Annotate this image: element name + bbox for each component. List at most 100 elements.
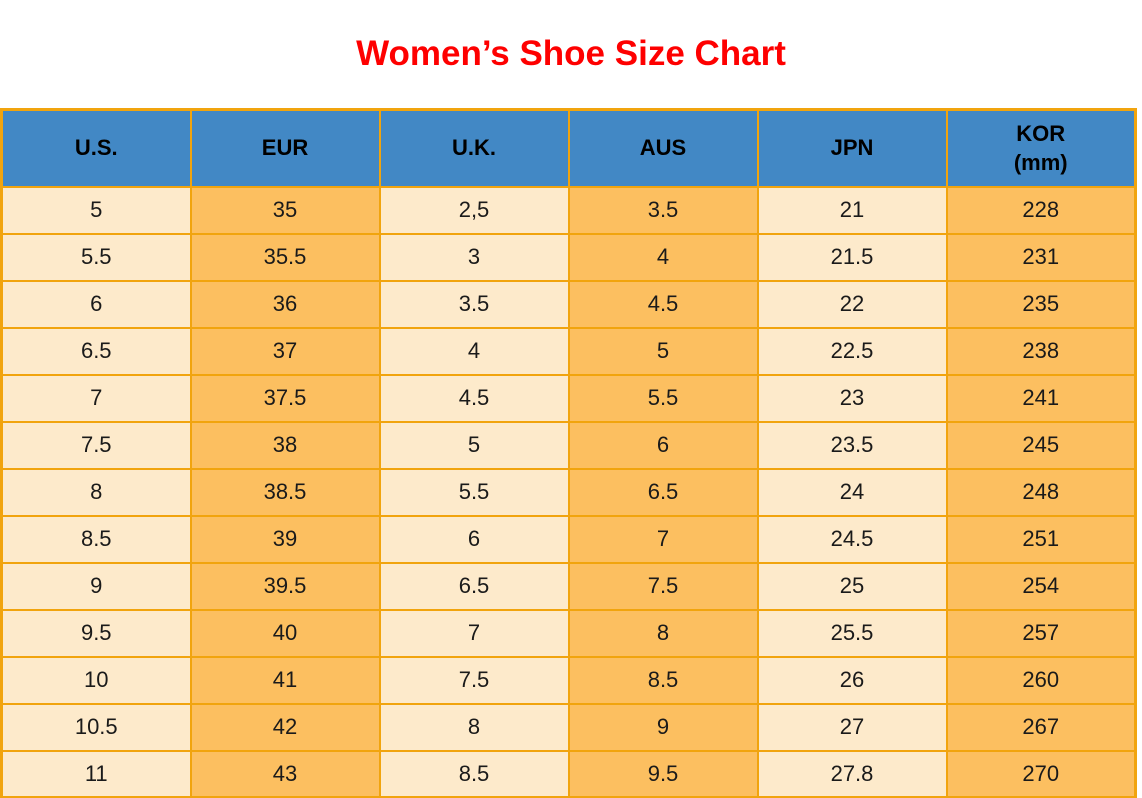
table-cell: 7 (378, 608, 570, 658)
column-header-label: JPN (830, 135, 874, 161)
column-header-aus: AUS (567, 108, 759, 188)
table-cell: 9.5 (567, 749, 759, 798)
table-cell: 270 (945, 749, 1137, 798)
table-cell: 37.5 (189, 373, 381, 423)
table-cell: 41 (189, 655, 381, 705)
table-cell: 241 (945, 373, 1137, 423)
column-header-kor: KOR (mm) (945, 108, 1137, 188)
table-cell: 11 (0, 749, 192, 798)
table-cell: 228 (945, 185, 1137, 235)
table-cell: 25 (756, 561, 948, 611)
table-cell: 4.5 (567, 279, 759, 329)
table-cell: 5 (378, 420, 570, 470)
table-cell: 257 (945, 608, 1137, 658)
table-row: 7.5 38 5 6 23.5 245 (0, 420, 1137, 470)
table-cell: 39 (189, 514, 381, 564)
table-cell: 7.5 (378, 655, 570, 705)
table-cell: 245 (945, 420, 1137, 470)
table-body: 5 35 2,5 3.5 21 228 5.5 35.5 3 4 21.5 231 6 36 3.5 4.5 2… (0, 185, 1137, 798)
table-cell: 36 (189, 279, 381, 329)
table-row: 6 36 3.5 4.5 22 235 (0, 279, 1137, 329)
table-cell: 8.5 (378, 749, 570, 798)
table-row: 11 43 8.5 9.5 27.8 270 (0, 749, 1137, 798)
table-cell: 6.5 (378, 561, 570, 611)
table-cell: 22.5 (756, 326, 948, 376)
column-header-label: EUR (261, 135, 309, 161)
table-cell: 2,5 (378, 185, 570, 235)
table-cell: 8.5 (567, 655, 759, 705)
table-cell: 3 (378, 232, 570, 282)
table-cell: 24 (756, 467, 948, 517)
table-cell: 8 (378, 702, 570, 752)
table-cell: 35.5 (189, 232, 381, 282)
table-cell: 42 (189, 702, 381, 752)
table-cell: 7 (567, 514, 759, 564)
table-cell: 5 (567, 326, 759, 376)
table-cell: 27.8 (756, 749, 948, 798)
table-cell: 9 (567, 702, 759, 752)
table-cell: 3.5 (378, 279, 570, 329)
table-cell: 248 (945, 467, 1137, 517)
table-row: 9 39.5 6.5 7.5 25 254 (0, 561, 1137, 611)
table-row: 6.5 37 4 5 22.5 238 (0, 326, 1137, 376)
table-cell: 6 (0, 279, 192, 329)
table-cell: 40 (189, 608, 381, 658)
column-header-label: KOR (1016, 120, 1066, 146)
page-title: Women’s Shoe Size Chart (356, 34, 786, 73)
table-cell: 5.5 (567, 373, 759, 423)
table-cell: 8 (567, 608, 759, 658)
table-row: 5 35 2,5 3.5 21 228 (0, 185, 1137, 235)
table-cell: 251 (945, 514, 1137, 564)
table-cell: 21 (756, 185, 948, 235)
table-cell: 8.5 (0, 514, 192, 564)
table-row: 5.5 35.5 3 4 21.5 231 (0, 232, 1137, 282)
column-header-uk: U.K. (378, 108, 570, 188)
table-cell: 7.5 (0, 420, 192, 470)
table-cell: 4 (378, 326, 570, 376)
column-header-us: U.S. (0, 108, 192, 188)
table-cell: 6.5 (567, 467, 759, 517)
table-cell: 38 (189, 420, 381, 470)
table-cell: 35 (189, 185, 381, 235)
table-cell: 5.5 (378, 467, 570, 517)
column-header-eur: EUR (189, 108, 381, 188)
table-cell: 21.5 (756, 232, 948, 282)
table-cell: 9.5 (0, 608, 192, 658)
column-header-label: U.K. (452, 135, 496, 161)
table-cell: 6 (378, 514, 570, 564)
title-bar: Women’s Shoe Size Chart (0, 0, 1142, 108)
table-cell: 235 (945, 279, 1137, 329)
table-cell: 43 (189, 749, 381, 798)
table-cell: 231 (945, 232, 1137, 282)
table-cell: 238 (945, 326, 1137, 376)
table-header: U.S. EUR U.K. AUS JPN KOR (mm) (0, 108, 1137, 188)
table-cell: 39.5 (189, 561, 381, 611)
table-cell: 3.5 (567, 185, 759, 235)
table-cell: 7 (0, 373, 192, 423)
header-row: U.S. EUR U.K. AUS JPN KOR (mm) (0, 108, 1137, 188)
table-cell: 23.5 (756, 420, 948, 470)
table-row: 10.5 42 8 9 27 267 (0, 702, 1137, 752)
table-cell: 10.5 (0, 702, 192, 752)
column-header-label: AUS (639, 135, 687, 161)
table-row: 10 41 7.5 8.5 26 260 (0, 655, 1137, 705)
table-cell: 5.5 (0, 232, 192, 282)
table-cell: 260 (945, 655, 1137, 705)
table-row: 8.5 39 6 7 24.5 251 (0, 514, 1137, 564)
table-cell: 9 (0, 561, 192, 611)
table-cell: 4 (567, 232, 759, 282)
column-header-label: U.S. (74, 135, 118, 161)
table-cell: 7.5 (567, 561, 759, 611)
table-cell: 22 (756, 279, 948, 329)
column-header-sublabel: (mm) (1013, 150, 1068, 176)
column-header-jpn: JPN (756, 108, 948, 188)
table-cell: 10 (0, 655, 192, 705)
table-cell: 254 (945, 561, 1137, 611)
table-cell: 23 (756, 373, 948, 423)
table-cell: 267 (945, 702, 1137, 752)
table-row: 8 38.5 5.5 6.5 24 248 (0, 467, 1137, 517)
table-cell: 37 (189, 326, 381, 376)
table-cell: 27 (756, 702, 948, 752)
table-cell: 26 (756, 655, 948, 705)
table-row: 7 37.5 4.5 5.5 23 241 (0, 373, 1137, 423)
